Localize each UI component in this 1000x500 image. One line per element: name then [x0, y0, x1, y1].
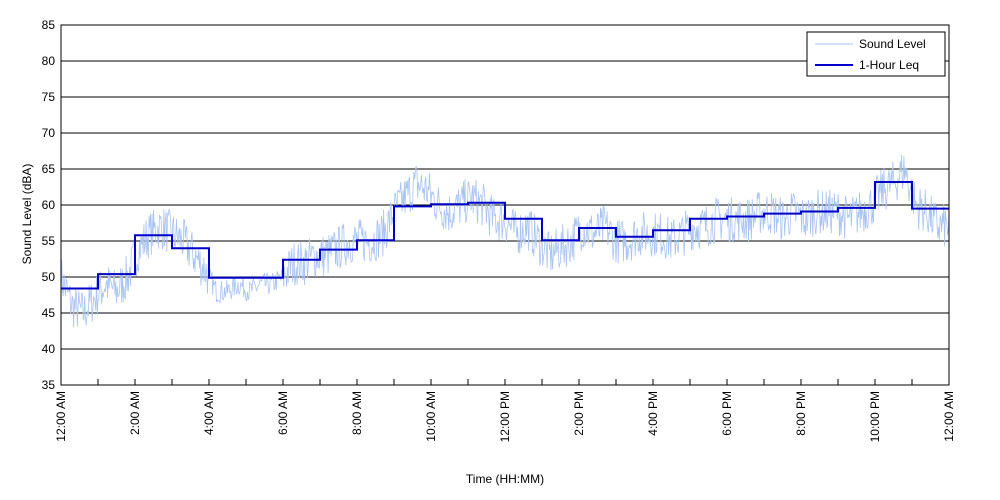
y-tick-label: 85 — [42, 18, 56, 32]
y-tick-label: 75 — [42, 90, 56, 104]
x-axis-title: Time (HH:MM) — [466, 472, 544, 486]
y-tick-label: 80 — [42, 54, 56, 68]
legend: Sound Level 1-Hour Leq — [806, 31, 946, 77]
y-tick-label: 70 — [42, 126, 56, 140]
x-tick-label: 4:00 AM — [202, 391, 216, 435]
x-tick-label: 6:00 AM — [276, 391, 290, 435]
y-tick-label: 65 — [42, 162, 56, 176]
y-axis-title: Sound Level (dBA) — [20, 164, 34, 265]
x-tick-label: 6:00 PM — [720, 391, 734, 436]
hour-ticks — [97, 379, 913, 385]
y-tick-label: 50 — [42, 270, 56, 284]
leq-step-line — [61, 181, 949, 290]
y-tick-label: 60 — [42, 198, 56, 212]
x-tick-label: 2:00 PM — [572, 391, 586, 436]
y-tick-labels: 35 40 45 50 55 60 65 70 75 80 85 — [42, 18, 56, 392]
x-tick-label: 4:00 PM — [646, 391, 660, 436]
y-tick-label: 45 — [42, 306, 56, 320]
x-tick-label: 8:00 AM — [350, 391, 364, 435]
y-tick-label: 40 — [42, 342, 56, 356]
y-tick-label: 55 — [42, 234, 56, 248]
plot-frame — [60, 24, 950, 386]
x-tick-label: 12:00 AM — [942, 391, 956, 442]
y-tick-label: 35 — [42, 378, 56, 392]
legend-box — [806, 31, 946, 77]
x-tick-label: 10:00 PM — [868, 391, 882, 442]
x-tick-labels: 12:00 AM 2:00 AM 4:00 AM 6:00 AM 8:00 AM 10:0… — [54, 391, 956, 442]
legend-label-leq: 1-Hour Leq — [859, 58, 919, 72]
x-tick-label: 2:00 AM — [128, 391, 142, 435]
x-tick-label: 12:00 AM — [54, 391, 68, 442]
x-tick-label: 10:00 AM — [424, 391, 438, 442]
x-tick-label: 8:00 PM — [794, 391, 808, 436]
x-tick-label: 12:00 PM — [498, 391, 512, 442]
leq-series — [61, 181, 949, 290]
legend-label-sound-level: Sound Level — [859, 37, 926, 51]
